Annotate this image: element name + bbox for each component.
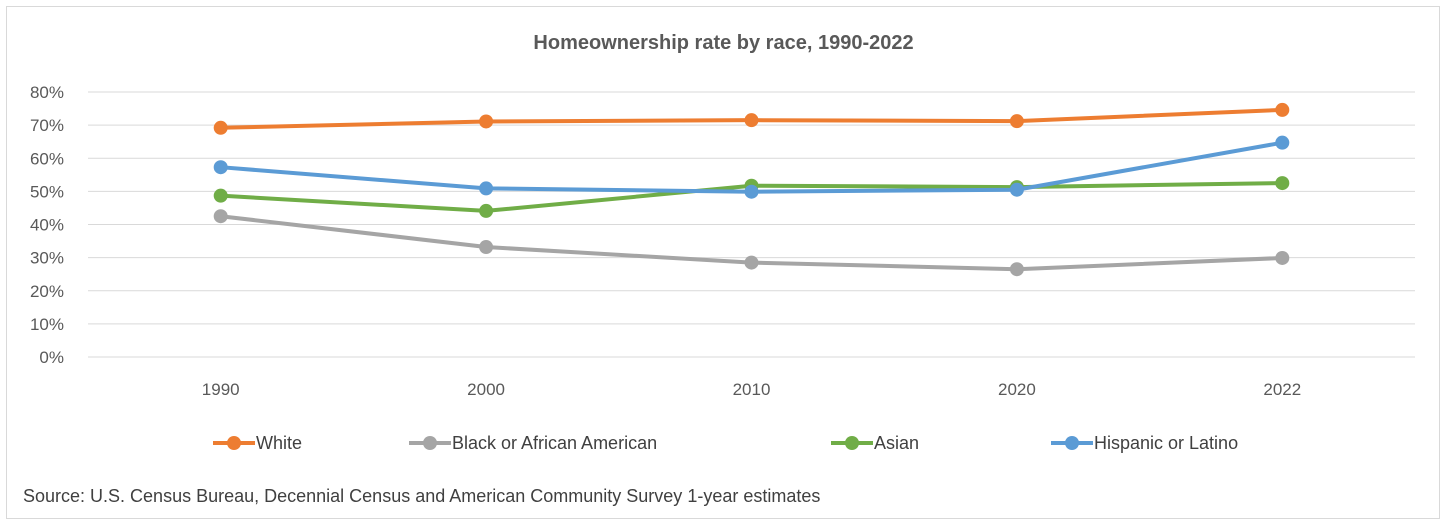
data-point — [744, 113, 759, 128]
data-point — [213, 160, 228, 175]
y-axis-tick-labels: 0% 10% 20% 30% 40% 50% 60% 70% 80% — [30, 83, 64, 367]
y-tick-label: 80% — [30, 83, 64, 102]
data-point — [1275, 135, 1290, 150]
data-point — [1009, 262, 1024, 277]
x-tick-label: 2020 — [998, 380, 1036, 399]
legend-marker — [227, 436, 241, 450]
y-tick-label: 70% — [30, 116, 64, 135]
data-point — [479, 203, 494, 218]
legend-marker — [1065, 436, 1079, 450]
legend: White Black or African American Asian Hispa… — [213, 433, 1238, 453]
y-tick-label: 10% — [30, 315, 64, 334]
data-point — [213, 188, 228, 203]
x-tick-label: 1990 — [202, 380, 240, 399]
data-point — [744, 184, 759, 199]
data-point — [1275, 250, 1290, 265]
legend-label: White — [256, 433, 302, 453]
data-point — [1275, 102, 1290, 117]
x-tick-label: 2010 — [733, 380, 771, 399]
y-tick-label: 60% — [30, 149, 64, 168]
source-note: Source: U.S. Census Bureau, Decennial Ce… — [23, 486, 821, 506]
x-axis-tick-labels: 1990 2000 2010 2020 2022 — [202, 380, 1301, 399]
legend-marker — [423, 436, 437, 450]
data-point — [744, 255, 759, 270]
series-lines — [213, 102, 1290, 277]
x-tick-label: 2022 — [1263, 380, 1301, 399]
data-point — [1275, 176, 1290, 191]
chart-title: Homeownership rate by race, 1990-2022 — [533, 32, 914, 54]
data-point — [213, 209, 228, 224]
data-point — [479, 114, 494, 129]
data-point — [1009, 182, 1024, 197]
data-point — [479, 181, 494, 196]
legend-label: Hispanic or Latino — [1094, 433, 1238, 453]
data-point — [479, 240, 494, 255]
y-tick-label: 0% — [39, 348, 64, 367]
data-point — [1009, 114, 1024, 129]
y-tick-label: 20% — [30, 282, 64, 301]
legend-marker — [845, 436, 859, 450]
legend-label: Asian — [874, 433, 919, 453]
y-tick-label: 40% — [30, 216, 64, 235]
y-tick-label: 50% — [30, 182, 64, 201]
legend-label: Black or African American — [452, 433, 657, 453]
data-point — [213, 120, 228, 135]
x-tick-label: 2000 — [467, 380, 505, 399]
y-tick-label: 30% — [30, 249, 64, 268]
